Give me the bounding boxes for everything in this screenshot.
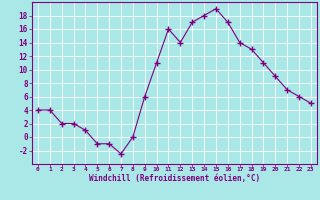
X-axis label: Windchill (Refroidissement éolien,°C): Windchill (Refroidissement éolien,°C): [89, 174, 260, 183]
